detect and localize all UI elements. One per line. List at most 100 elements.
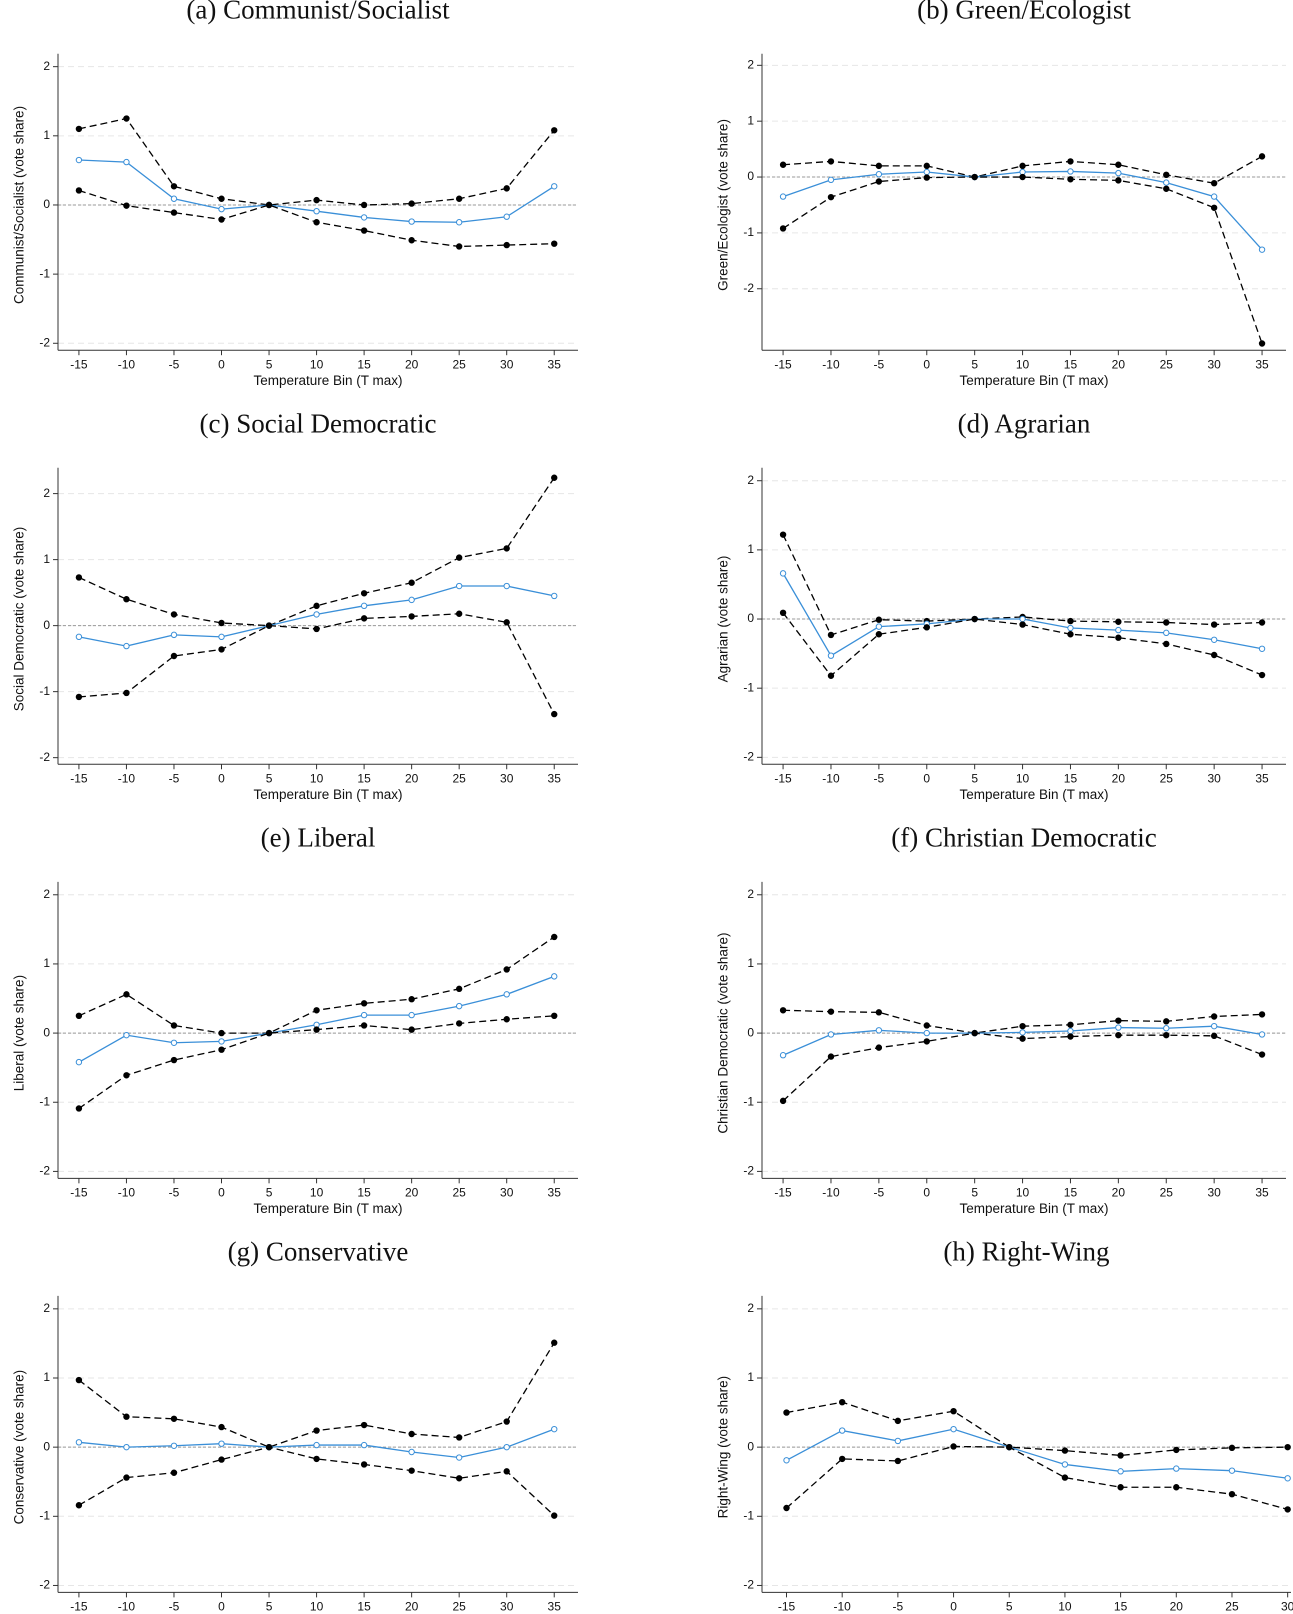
x-tick-label: 15 [1114,1600,1128,1614]
point [551,592,558,600]
point [1115,618,1122,625]
x-tick-label: 30 [500,357,514,371]
x-tick-label: 30 [1207,771,1221,785]
y-tick-label: -1 [39,1508,50,1522]
x-axis-label: Temperature Bin (T max) [253,373,402,388]
y-tick-label: -2 [39,1578,50,1592]
point [170,195,178,202]
x-tick-label: 20 [405,1185,419,1199]
point [170,1469,178,1476]
x-tick-label: -5 [874,771,885,785]
point [1258,645,1266,652]
point [313,602,320,610]
point [1115,634,1122,641]
point [827,1053,835,1060]
x-tick-label: 0 [923,771,930,785]
point [1163,640,1170,648]
point [408,1011,415,1019]
point [455,1475,463,1482]
point [455,219,463,226]
y-tick-label: 2 [43,1301,50,1315]
point [360,590,368,597]
point [75,633,83,641]
point [360,214,368,221]
point [827,652,835,659]
point [170,611,178,618]
x-tick-label: -5 [874,1185,885,1199]
point [923,624,930,631]
x-tick-label: 25 [1225,1600,1239,1614]
point [313,625,320,633]
y-axis-label: Green/Ecologist (vote share) [716,119,731,291]
point [123,1413,130,1420]
y-tick-label: 0 [747,611,754,625]
x-axis-label: Temperature Bin (T max) [959,787,1108,802]
point [1067,1021,1074,1028]
point [875,1027,883,1034]
point [1006,1443,1013,1451]
x-tick-label: 20 [405,357,419,371]
x-tick-label: 30 [500,1600,514,1614]
x-tick-label: 10 [310,1185,324,1199]
point [827,631,835,639]
series-line [78,117,555,206]
point [1067,631,1074,638]
x-tick-label: 20 [405,771,419,785]
point [1061,1461,1069,1468]
point [265,1029,273,1037]
point [551,240,558,247]
point [827,193,835,201]
x-tick-label: -10 [118,1185,136,1199]
point [1067,158,1074,165]
point [1163,619,1170,626]
point [503,582,510,590]
point [170,1442,178,1449]
point [894,1417,902,1425]
x-axis-label: Temperature Bin (T max) [253,787,402,802]
y-tick-label: -2 [743,1164,754,1178]
point [551,933,558,941]
x-tick-label: 5 [1006,1600,1013,1614]
x-tick-label: 20 [1112,771,1126,785]
x-tick-label: 0 [218,1185,225,1199]
point [875,1044,883,1051]
x-tick-label: 15 [357,1185,371,1199]
y-tick-label: 1 [43,956,50,970]
panel-title: (b) Green/Ecologist [917,0,1131,25]
y-tick-label: -1 [743,1094,754,1108]
point [455,985,463,993]
point [1115,1024,1122,1031]
point [551,474,558,481]
point [408,1026,415,1033]
point [218,1046,225,1053]
y-axis-label: Conservative (vote share) [12,1370,27,1525]
point [123,642,130,650]
y-tick-label: -1 [743,680,754,694]
point [265,201,273,209]
point [1067,1033,1074,1040]
point [1258,671,1266,679]
point [1163,1031,1170,1039]
series-line [782,1032,1263,1102]
x-tick-label: 0 [218,357,225,371]
point [1061,1474,1069,1481]
x-axis-label: Temperature Bin (T max) [959,1201,1108,1216]
x-tick-label: -5 [169,1185,180,1199]
point [875,631,883,638]
point [923,1038,930,1045]
y-tick-label: 2 [43,486,50,500]
point [455,1454,463,1461]
x-tick-label: 35 [548,1185,562,1199]
point [313,1026,320,1033]
x-tick-label: 35 [1255,771,1269,785]
point [170,1039,178,1046]
panel-title: (c) Social Democratic [200,409,437,439]
y-tick-label: 1 [747,113,754,127]
point [218,205,225,213]
x-tick-label: 30 [500,1185,514,1199]
point [265,622,273,629]
point [923,1029,930,1037]
point [1210,1032,1218,1040]
point [971,615,978,623]
x-tick-label: 10 [310,357,324,371]
